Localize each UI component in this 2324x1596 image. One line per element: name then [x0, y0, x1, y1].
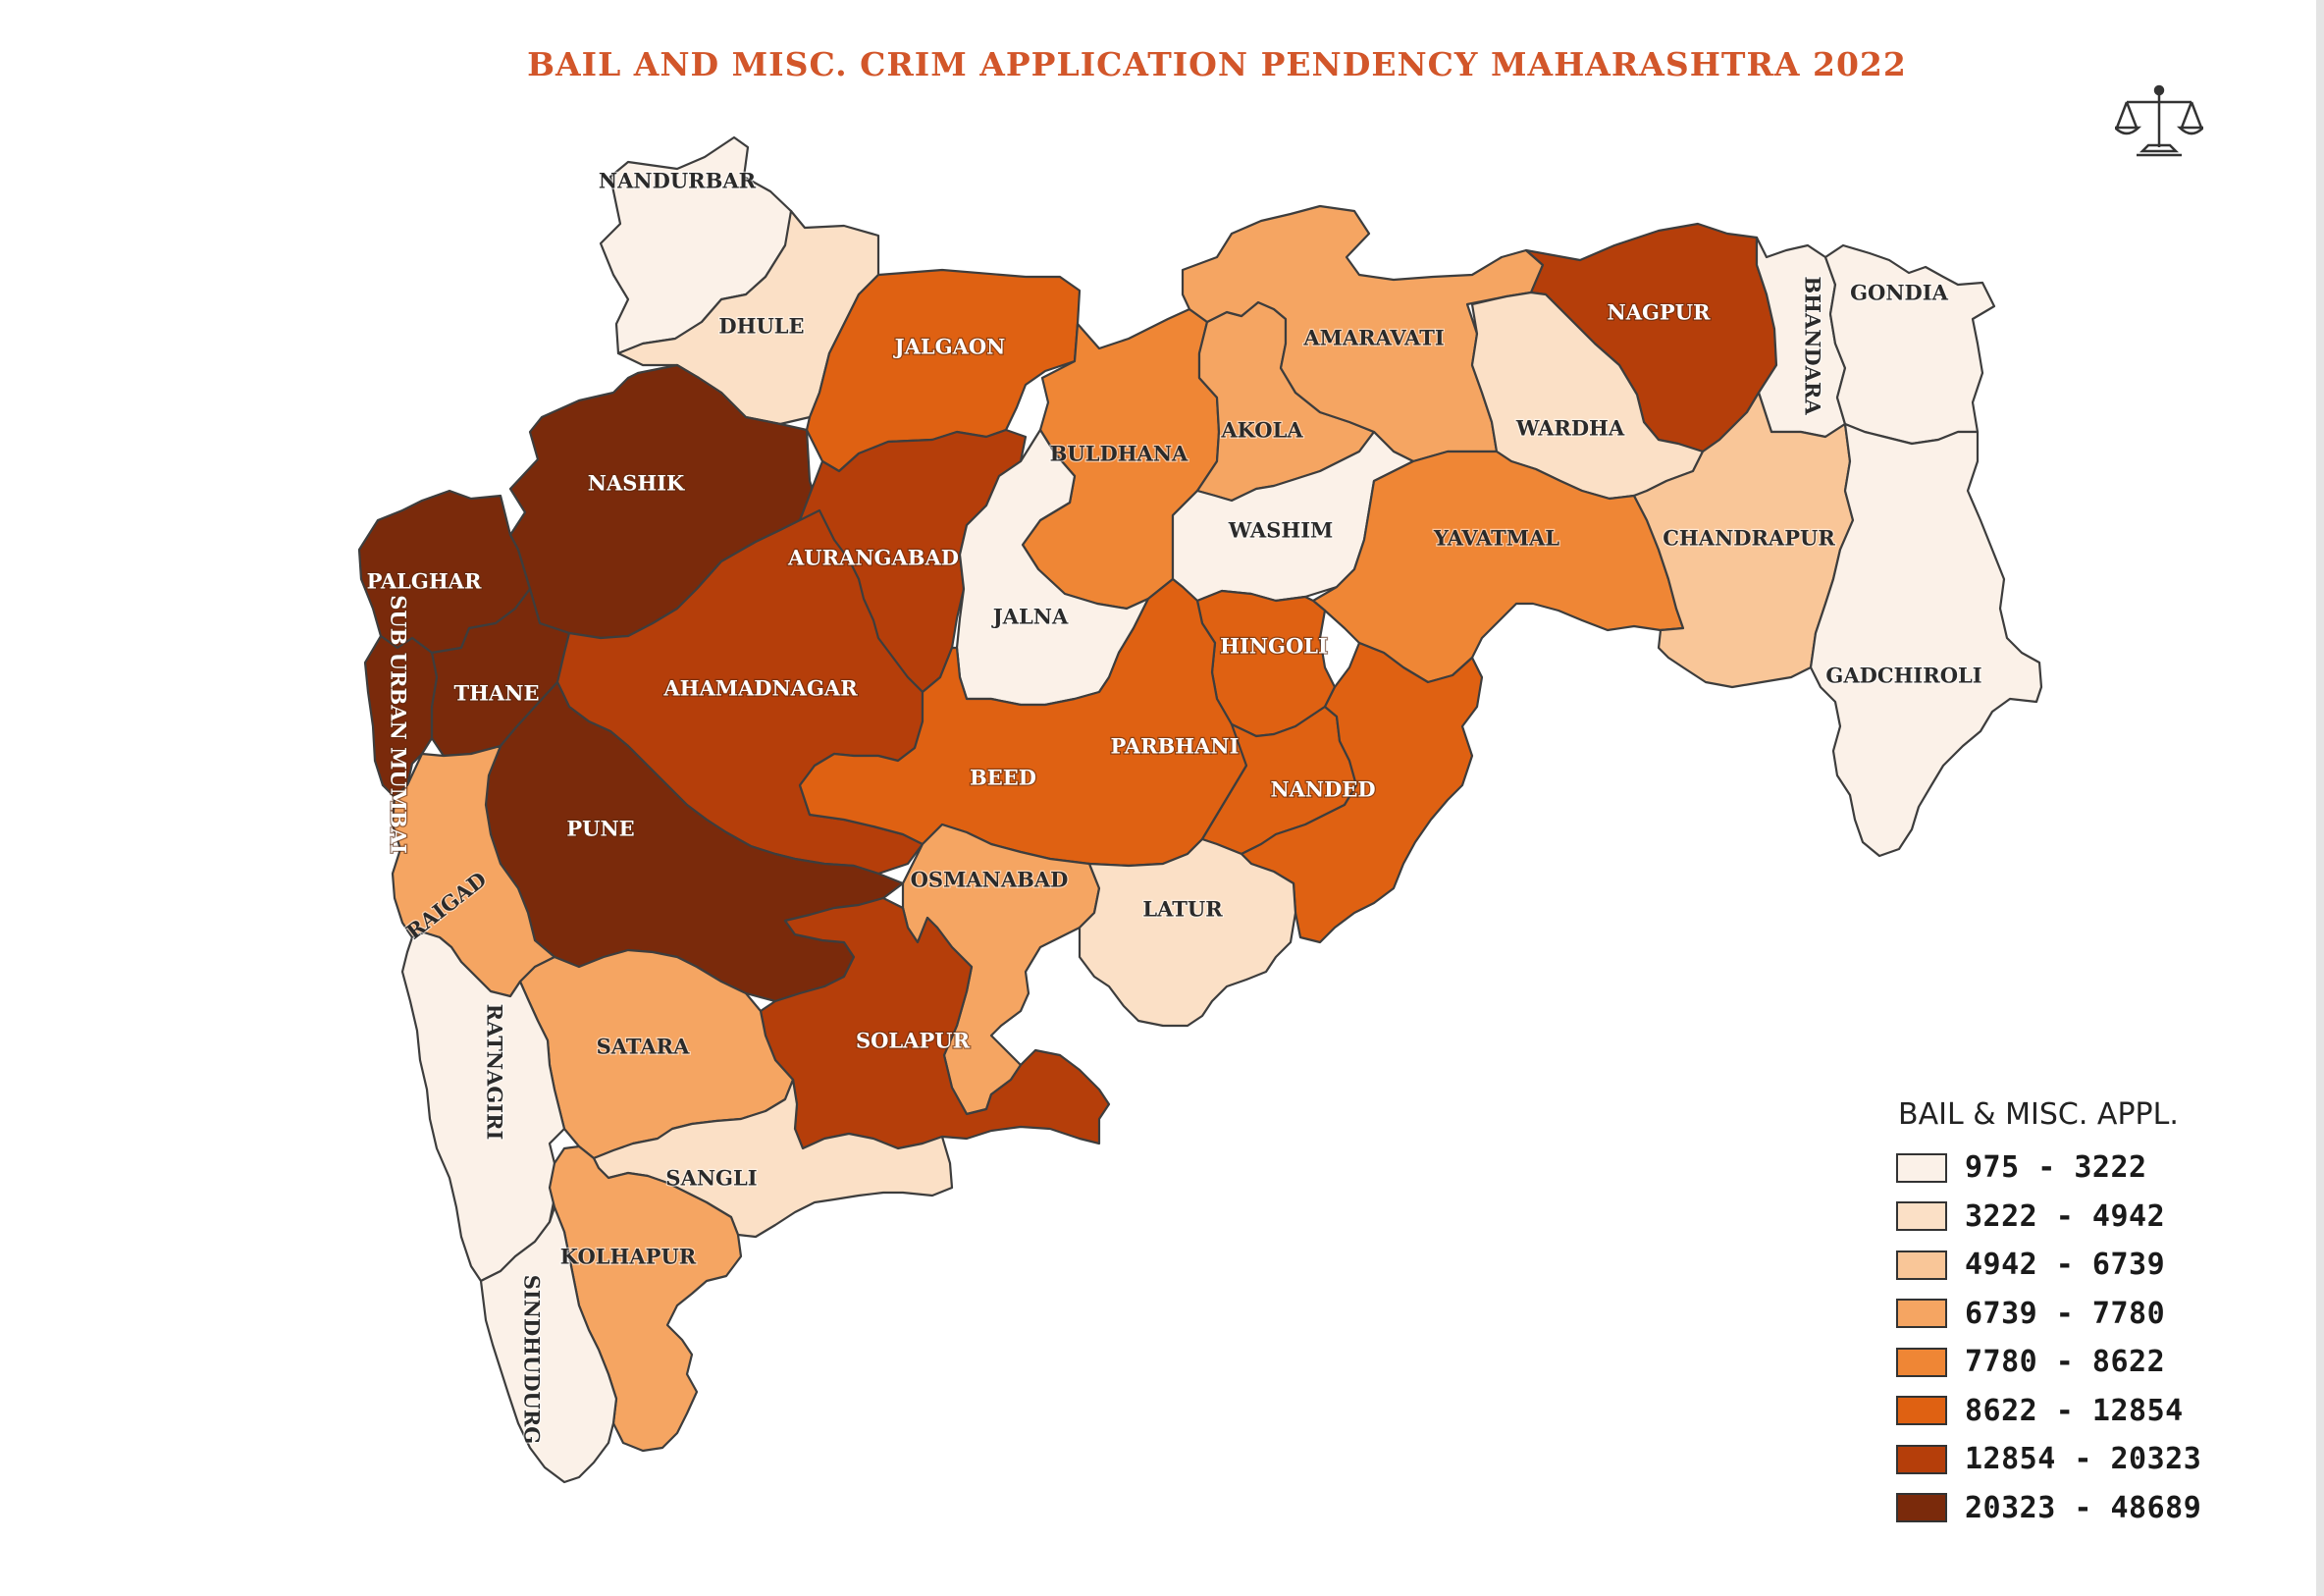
legend-swatch	[1896, 1250, 1947, 1280]
legend-item: 12854 - 20323	[1896, 1435, 2308, 1484]
legend-item: 8622 - 12854	[1896, 1387, 2308, 1436]
legend-item: 4942 - 6739	[1896, 1241, 2308, 1290]
scales-of-justice-icon	[2115, 84, 2203, 157]
legend-item: 6739 - 7780	[1896, 1290, 2308, 1339]
legend-label: 7780 - 8622	[1965, 1345, 2166, 1380]
page-edge-shade	[2316, 0, 2324, 1596]
district-label-bhandara: BHANDARA	[1801, 276, 1825, 415]
district-label-sub-urban-mumbai: SUB URBAN MUMBAI	[387, 595, 411, 854]
legend-swatch	[1896, 1152, 1947, 1183]
legend-item: 975 - 3222	[1896, 1144, 2308, 1193]
district-label-gadchiroli: GADCHIROLI	[1825, 664, 1981, 688]
legend-item: 20323 - 48689	[1896, 1484, 2308, 1533]
district-label-wardha: WARDHA	[1515, 416, 1625, 441]
legend-label: 3222 - 4942	[1965, 1198, 2166, 1234]
legend-swatch	[1896, 1444, 1947, 1474]
legend-label: 8622 - 12854	[1965, 1393, 2184, 1428]
district-latur	[1078, 837, 1297, 1028]
district-label-nanded: NANDED	[1270, 777, 1375, 802]
district-label-chandrapur: CHANDRAPUR	[1663, 526, 1835, 551]
district-label-amaravati: AMARAVATI	[1302, 326, 1444, 350]
district-label-hingoli: HINGOLI	[1220, 634, 1328, 659]
legend-label: 975 - 3222	[1965, 1150, 2147, 1186]
district-label-nandurbar: NANDURBAR	[599, 169, 757, 193]
district-gondia	[1823, 243, 1996, 446]
legend-swatch	[1896, 1299, 1947, 1329]
legend-label: 4942 - 6739	[1965, 1248, 2166, 1283]
district-label-thane: THANE	[454, 681, 540, 706]
legend-label: 6739 - 7780	[1965, 1296, 2166, 1331]
district-sub-urban-mumbai	[363, 634, 439, 799]
district-label-osmanabad: OSMANABAD	[911, 868, 1069, 892]
legend: BAIL & MISC. APPL. 975 - 3222 3222 - 4942…	[1896, 1097, 2308, 1532]
district-label-ahamadnagar: AHAMADNAGAR	[662, 676, 858, 701]
legend-swatch	[1896, 1201, 1947, 1232]
district-label-pune: PUNE	[566, 817, 634, 841]
district-label-jalna: JALNA	[991, 605, 1069, 629]
district-label-parbhani: PARBHANI	[1111, 734, 1240, 759]
district-label-aurangabad: AURANGABAD	[787, 546, 959, 570]
district-label-gondia: GONDIA	[1850, 281, 1948, 305]
district-label-nashik: NASHIK	[588, 471, 685, 496]
district-nanded	[1240, 641, 1484, 944]
district-label-latur: LATUR	[1142, 897, 1223, 922]
legend-label: 12854 - 20323	[1965, 1442, 2202, 1477]
district-label-kolhapur: KOLHAPUR	[560, 1245, 697, 1269]
district-label-dhule: DHULE	[718, 314, 804, 339]
district-label-yavatmal: YAVATMAL	[1433, 526, 1559, 551]
legend-swatch	[1896, 1396, 1947, 1426]
legend-title: BAIL & MISC. APPL.	[1898, 1097, 2179, 1132]
district-label-beed: BEED	[970, 766, 1036, 790]
district-sindhudurg	[479, 1205, 618, 1484]
map-title: BAIL AND MISC. CRIM APPLICATION PENDENCY…	[527, 45, 1907, 83]
district-label-solapur: SOLAPUR	[856, 1029, 971, 1053]
district-label-palghar: PALGHAR	[367, 569, 482, 594]
district-gadchiroli	[1809, 422, 2043, 858]
district-label-jalgaon: JALGAON	[893, 335, 1006, 359]
district-label-sindhudurg: SINDHUDURG	[520, 1275, 545, 1444]
district-label-sangli: SANGLI	[665, 1166, 757, 1191]
legend-item: 7780 - 8622	[1896, 1338, 2308, 1387]
district-label-akola: AKOLA	[1220, 418, 1303, 443]
district-label-nagpur: NAGPUR	[1608, 300, 1712, 325]
district-label-buldhana: BULDHANA	[1050, 442, 1188, 466]
district-label-washim: WASHIM	[1228, 518, 1334, 543]
legend-swatch	[1896, 1347, 1947, 1377]
legend-item: 3222 - 4942	[1896, 1193, 2308, 1242]
district-label-ratnagiri: RATNAGIRI	[483, 1004, 507, 1141]
legend-label: 20323 - 48689	[1965, 1490, 2202, 1525]
district-label-satara: SATARA	[597, 1035, 691, 1059]
legend-swatch	[1896, 1493, 1947, 1523]
